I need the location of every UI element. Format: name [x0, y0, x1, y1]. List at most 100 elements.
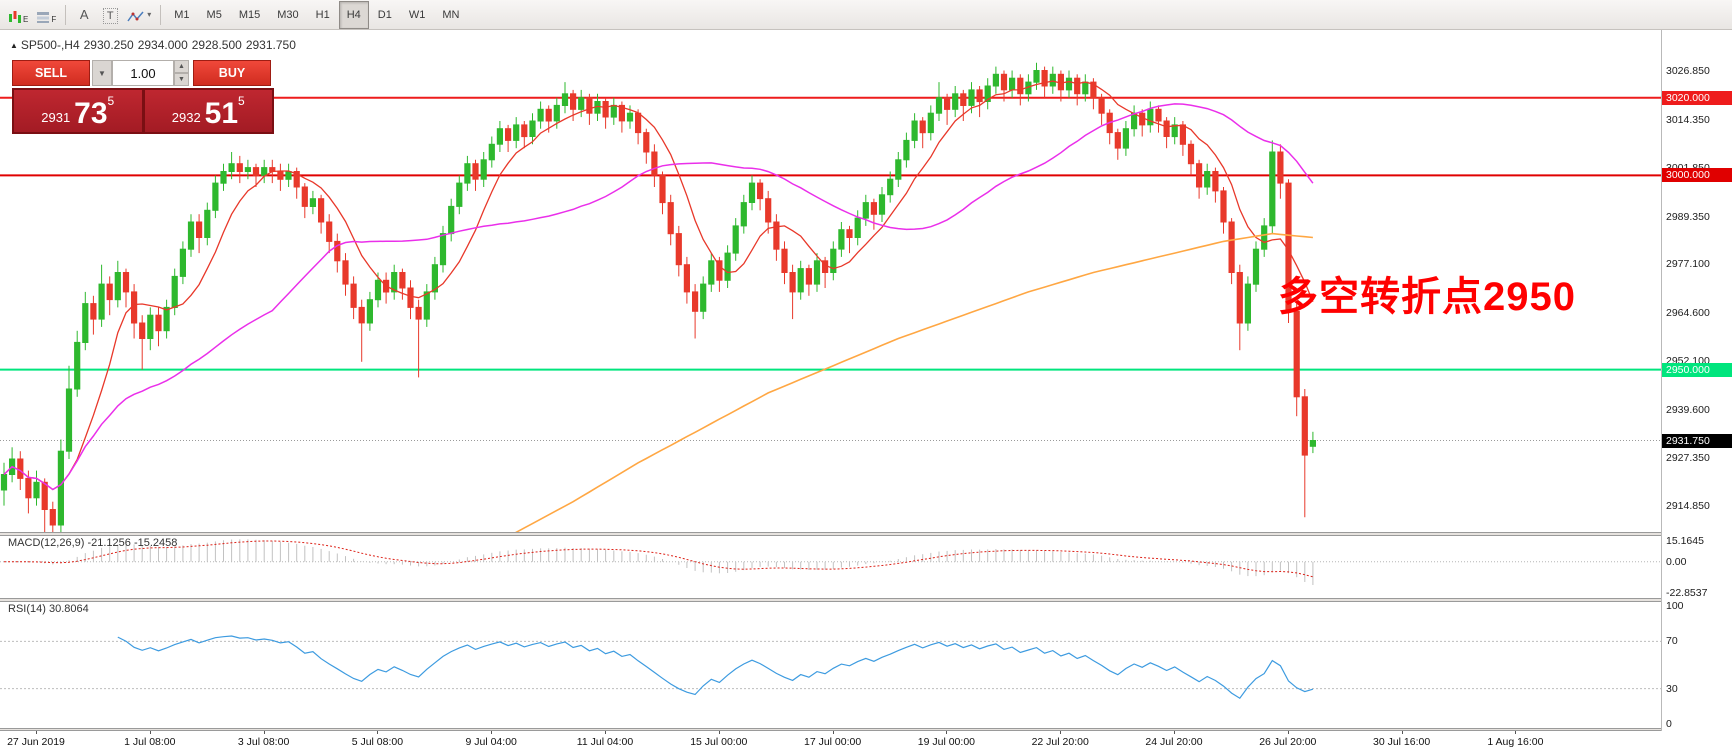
time-tick — [377, 731, 379, 734]
timeframe-button-H4[interactable]: H4 — [338, 0, 369, 29]
rsi-indicator-label: RSI(14) 30.8064 — [8, 603, 89, 615]
toolbar: E F A T ▾ M1 M5 M15 M30 H1 H4 D1 W1 MN — [0, 0, 1732, 30]
buy-price-display[interactable]: 2932 51 5 — [144, 90, 272, 132]
mini-candles-icon — [9, 10, 21, 23]
price-tick: 2989.350 — [1666, 210, 1710, 223]
timeframe-button-W1[interactable]: W1 — [408, 8, 426, 21]
macd-signal-line — [3, 540, 1314, 578]
e-label: E — [23, 14, 29, 24]
time-tick — [1174, 731, 1175, 734]
a-label: A — [79, 6, 89, 22]
buy-price-base: 2932 — [171, 110, 201, 125]
macd-tick: 15.1645 — [1666, 534, 1704, 547]
grid-f-button[interactable]: F — [32, 3, 60, 27]
hline-price-badge: 3000.000 — [1662, 168, 1732, 183]
ma-fast-line — [3, 80, 1314, 491]
annotation-a-button[interactable]: A — [71, 3, 97, 27]
timeframe-button-M15[interactable]: M15 — [238, 8, 261, 21]
bid-price-badge: 2931.750 — [1662, 433, 1732, 448]
sell-button[interactable]: SELL — [12, 60, 90, 86]
timeframe-button-M5[interactable]: M5 — [206, 8, 222, 21]
time-tick — [36, 731, 37, 734]
panel-divider[interactable] — [0, 598, 1732, 602]
f-label: F — [51, 14, 57, 24]
timeframe-button-H1[interactable]: H1 — [315, 8, 330, 21]
buy-price-point: 5 — [238, 94, 245, 108]
time-tick — [1060, 731, 1062, 734]
chevron-down-icon: ▾ — [147, 10, 152, 19]
hline-price-badge: 3020.000 — [1662, 90, 1732, 105]
time-label: 17 Jul 00:00 — [803, 736, 862, 748]
sell-price-display[interactable]: 2931 73 5 — [14, 90, 142, 132]
price-tick: 2927.350 — [1666, 451, 1710, 464]
price-axis: 3026.8503014.3503001.8502989.3502977.100… — [1661, 30, 1732, 754]
volume-dropdown-button[interactable]: ▼ — [92, 60, 112, 86]
bar-open: 2930.250 — [83, 38, 134, 52]
volume-down-button[interactable]: ▼ — [174, 73, 189, 86]
ma-mid-line — [3, 103, 1314, 491]
candlesticks — [0, 62, 1317, 537]
rsi-chart[interactable] — [0, 602, 1661, 728]
panel-divider — [0, 728, 1732, 731]
time-label: 22 Jul 20:00 — [1031, 736, 1089, 748]
toolbar-separator — [160, 4, 162, 25]
turning-point-annotation: 多空转折点2950 — [1278, 275, 1576, 319]
chart-title: ▲ SP500-,H4 2930.250 2934.000 2928.500 2931.7… — [10, 38, 300, 52]
buy-price-pips: 51 — [204, 97, 239, 130]
macd-tick: -22.8537 — [1666, 587, 1708, 600]
price-tick: 2977.100 — [1666, 258, 1710, 271]
buy-button[interactable]: BUY — [193, 60, 271, 86]
time-label: 19 Jul 00:00 — [917, 736, 975, 748]
time-tick — [832, 731, 834, 734]
volume-input[interactable]: 1.00 — [112, 60, 174, 86]
time-tick — [718, 731, 720, 734]
price-tick: 2964.600 — [1666, 306, 1710, 319]
timeframe-button-MN[interactable]: MN — [442, 8, 460, 21]
volume-stepper: ▲ ▼ — [174, 60, 189, 86]
volume-up-button[interactable]: ▲ — [174, 60, 189, 73]
time-label: 9 Jul 04:00 — [465, 736, 517, 748]
time-label: 5 Jul 08:00 — [351, 736, 404, 748]
bar-low: 2928.500 — [191, 38, 242, 52]
hline-price-badge: 2950.000 — [1662, 362, 1732, 377]
chart-symbol: SP500-,H4 — [20, 38, 80, 52]
ma-slow-line — [507, 232, 1313, 538]
timeframe-button-D1[interactable]: D1 — [377, 8, 392, 21]
macd-indicator-label: MACD(12,26,9) -21.1256 -15.2458 — [8, 537, 178, 549]
time-label: 1 Aug 16:00 — [1487, 736, 1544, 748]
chart-style-e-button[interactable]: E — [4, 3, 32, 27]
time-label: 26 Jul 20:00 — [1259, 736, 1317, 748]
polyline-icon — [127, 11, 144, 21]
symbol-arrow-icon: ▲ — [10, 41, 18, 50]
rsi-tick: 30 — [1666, 682, 1678, 695]
drawing-tool-button[interactable]: ▾ — [123, 3, 155, 27]
time-label: 1 Jul 08:00 — [124, 736, 176, 748]
price-chart[interactable] — [0, 32, 1661, 538]
timeframe-button-M30[interactable]: M30 — [277, 8, 299, 21]
rsi-tick: 100 — [1666, 600, 1684, 612]
macd-histogram — [11, 539, 1314, 585]
bar-high: 2934.000 — [137, 38, 188, 52]
t-label: T — [102, 7, 118, 24]
time-label: 15 Jul 00:00 — [690, 736, 748, 748]
chart-window: ▲ SP500-,H4 2930.250 2934.000 2928.500 2931.7… — [0, 30, 1732, 754]
price-tick: 2914.850 — [1666, 500, 1710, 513]
text-tool-button[interactable]: T — [97, 3, 123, 27]
grid-icon — [37, 11, 50, 23]
macd-chart[interactable] — [0, 536, 1661, 598]
rsi-tick: 0 — [1666, 718, 1672, 730]
time-tick — [605, 731, 606, 734]
toolbar-separator — [65, 4, 67, 25]
price-tick: 3014.350 — [1666, 113, 1710, 126]
time-label: 11 Jul 04:00 — [576, 736, 634, 748]
time-axis[interactable]: 27 Jun 2019 1 Jul 08:00 3 Jul 08:00 5 Jul 0… — [0, 731, 1732, 754]
time-label: 27 Jun 2019 — [7, 736, 65, 748]
bar-close: 2931.750 — [245, 38, 296, 52]
timeframe-button-M1[interactable]: M1 — [174, 8, 190, 21]
time-label: 30 Jul 16:00 — [1372, 736, 1431, 748]
rsi-tick: 70 — [1666, 635, 1678, 648]
panel-divider[interactable] — [0, 532, 1732, 536]
sell-price-point: 5 — [107, 94, 115, 108]
time-tick — [491, 731, 493, 734]
